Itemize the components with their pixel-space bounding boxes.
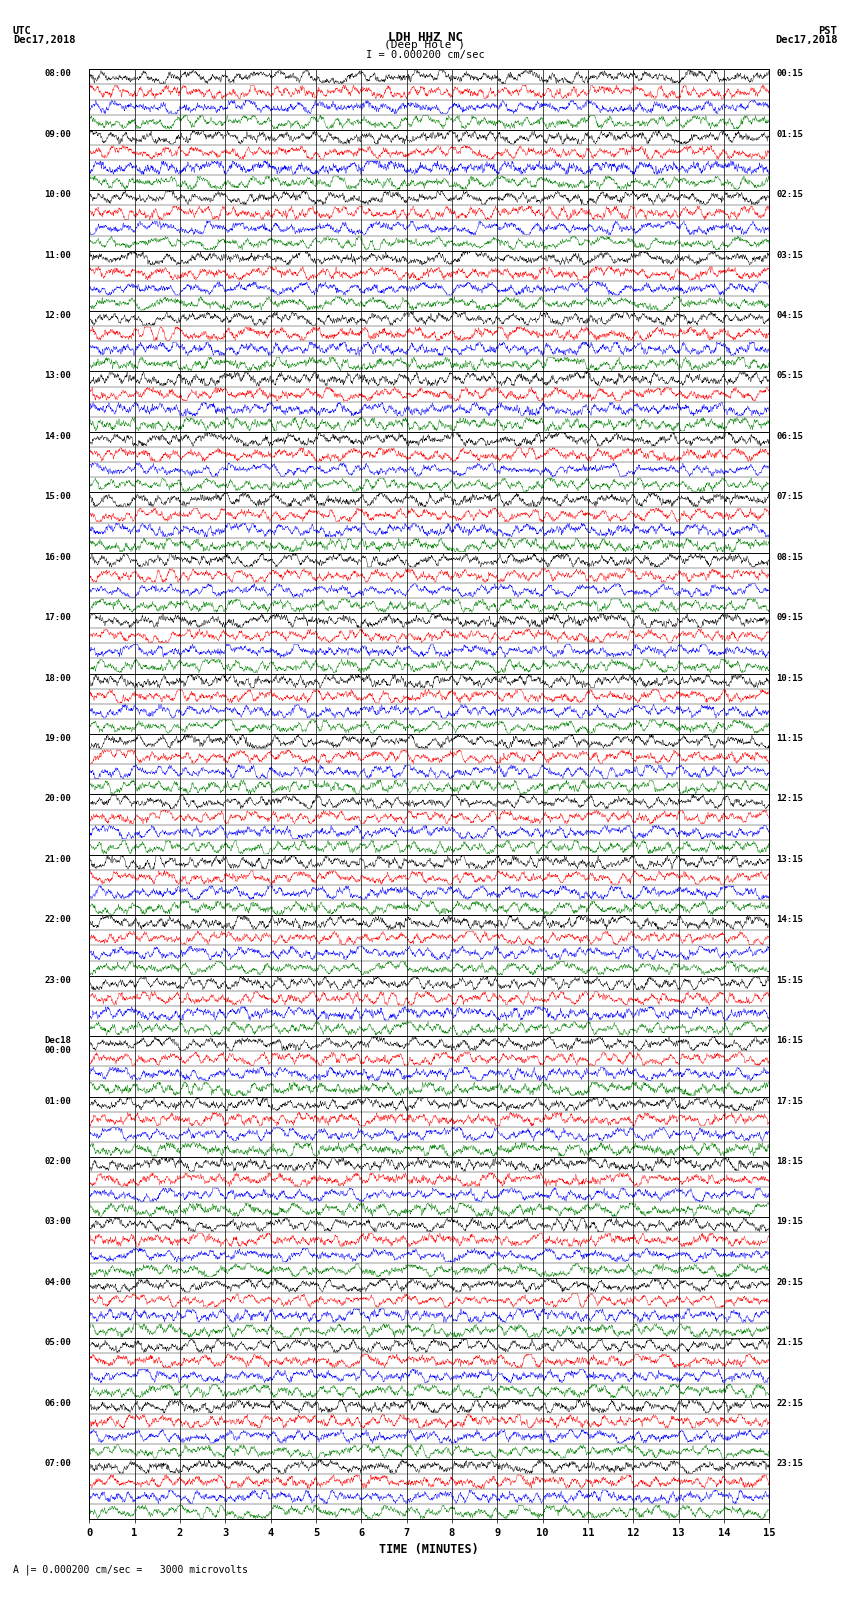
Text: 00:15: 00:15 — [776, 69, 803, 79]
Text: 02:00: 02:00 — [44, 1157, 71, 1166]
Text: 23:00: 23:00 — [44, 976, 71, 984]
Text: (Deep Hole ): (Deep Hole ) — [384, 40, 466, 50]
Text: 05:00: 05:00 — [44, 1339, 71, 1347]
Text: Dec17,2018: Dec17,2018 — [774, 35, 837, 45]
Text: 06:15: 06:15 — [776, 432, 803, 440]
Text: 19:00: 19:00 — [44, 734, 71, 744]
Text: 13:15: 13:15 — [776, 855, 803, 865]
Text: I = 0.000200 cm/sec: I = 0.000200 cm/sec — [366, 50, 484, 60]
Text: 06:00: 06:00 — [44, 1398, 71, 1408]
Text: 09:00: 09:00 — [44, 129, 71, 139]
Text: 04:15: 04:15 — [776, 311, 803, 319]
Text: LDH HHZ NC: LDH HHZ NC — [388, 31, 462, 44]
Text: 01:15: 01:15 — [776, 129, 803, 139]
Text: 19:15: 19:15 — [776, 1218, 803, 1226]
Text: 16:00: 16:00 — [44, 553, 71, 561]
Text: 15:00: 15:00 — [44, 492, 71, 502]
Text: UTC: UTC — [13, 26, 31, 35]
Text: 03:00: 03:00 — [44, 1218, 71, 1226]
Text: 15:15: 15:15 — [776, 976, 803, 984]
Text: 04:00: 04:00 — [44, 1277, 71, 1287]
Text: 20:00: 20:00 — [44, 795, 71, 803]
Text: 12:00: 12:00 — [44, 311, 71, 319]
Text: Dec17,2018: Dec17,2018 — [13, 35, 76, 45]
Text: 21:15: 21:15 — [776, 1339, 803, 1347]
Text: 22:15: 22:15 — [776, 1398, 803, 1408]
Text: Dec18
00:00: Dec18 00:00 — [44, 1036, 71, 1055]
Text: 21:00: 21:00 — [44, 855, 71, 865]
Text: 18:00: 18:00 — [44, 674, 71, 682]
Text: 22:00: 22:00 — [44, 915, 71, 924]
Text: 14:00: 14:00 — [44, 432, 71, 440]
Text: 08:15: 08:15 — [776, 553, 803, 561]
Text: 02:15: 02:15 — [776, 190, 803, 198]
X-axis label: TIME (MINUTES): TIME (MINUTES) — [379, 1542, 479, 1555]
Text: 17:15: 17:15 — [776, 1097, 803, 1105]
Text: 09:15: 09:15 — [776, 613, 803, 623]
Text: 07:00: 07:00 — [44, 1460, 71, 1468]
Text: 13:00: 13:00 — [44, 371, 71, 381]
Text: 01:00: 01:00 — [44, 1097, 71, 1105]
Text: A |= 0.000200 cm/sec =   3000 microvolts: A |= 0.000200 cm/sec = 3000 microvolts — [13, 1565, 247, 1576]
Text: 18:15: 18:15 — [776, 1157, 803, 1166]
Text: 10:15: 10:15 — [776, 674, 803, 682]
Text: 05:15: 05:15 — [776, 371, 803, 381]
Text: 03:15: 03:15 — [776, 250, 803, 260]
Text: 12:15: 12:15 — [776, 795, 803, 803]
Text: 11:15: 11:15 — [776, 734, 803, 744]
Text: 23:15: 23:15 — [776, 1460, 803, 1468]
Text: 11:00: 11:00 — [44, 250, 71, 260]
Text: PST: PST — [819, 26, 837, 35]
Text: 10:00: 10:00 — [44, 190, 71, 198]
Text: 16:15: 16:15 — [776, 1036, 803, 1045]
Text: 20:15: 20:15 — [776, 1277, 803, 1287]
Text: 07:15: 07:15 — [776, 492, 803, 502]
Text: 17:00: 17:00 — [44, 613, 71, 623]
Text: 08:00: 08:00 — [44, 69, 71, 79]
Text: 14:15: 14:15 — [776, 915, 803, 924]
